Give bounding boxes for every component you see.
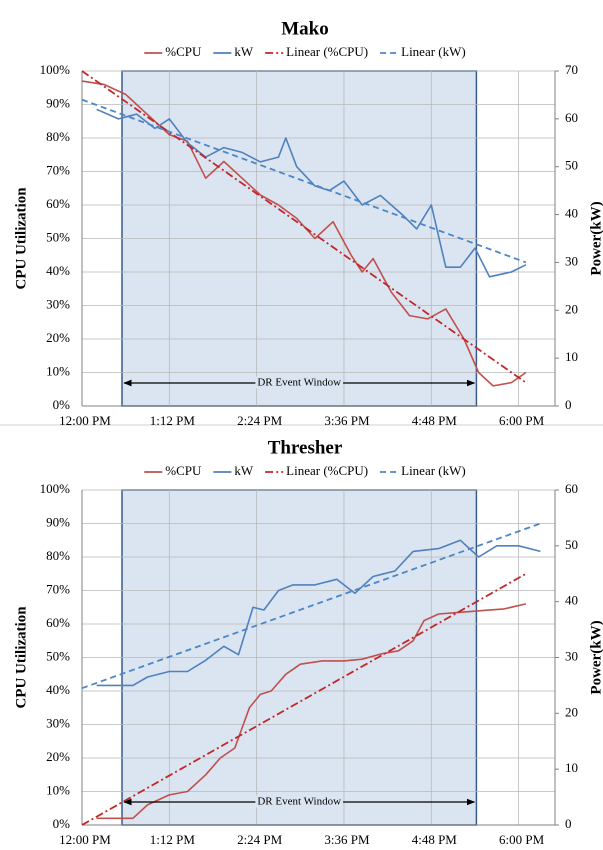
series-line bbox=[81, 70, 527, 384]
legend-label: Linear (%CPU) bbox=[286, 463, 368, 478]
y2-tick-label: 20 bbox=[565, 704, 578, 719]
y2-tick-label: 60 bbox=[565, 110, 578, 125]
x-tick-label: 2:24 PM bbox=[237, 413, 283, 428]
y2-tick-label: 10 bbox=[565, 349, 578, 364]
y-tick-label: 100% bbox=[40, 481, 71, 496]
series-line bbox=[81, 98, 527, 264]
y-tick-label: 0% bbox=[53, 816, 71, 831]
x-tick-label: 4:48 PM bbox=[412, 413, 458, 428]
event-window-label: DR Event Window bbox=[257, 377, 341, 389]
chart-title: Mako bbox=[281, 18, 329, 39]
y2-tick-label: 60 bbox=[565, 481, 578, 496]
x-tick-label: 1:12 PM bbox=[150, 832, 196, 847]
y-tick-label: 40% bbox=[46, 263, 70, 278]
x-tick-label: 4:48 PM bbox=[412, 832, 458, 847]
legend-label: Linear (kW) bbox=[401, 44, 466, 59]
legend-label: Linear (%CPU) bbox=[286, 44, 368, 59]
event-window-label-bg bbox=[255, 795, 344, 808]
y-tick-label: 90% bbox=[46, 95, 70, 110]
series-line bbox=[96, 603, 527, 820]
series-line bbox=[81, 522, 541, 690]
legend-label: kW bbox=[234, 44, 254, 59]
chart-title: Thresher bbox=[268, 437, 343, 458]
y-tick-label: 0% bbox=[53, 397, 71, 412]
y-tick-label: 10% bbox=[46, 363, 70, 378]
x-tick-label: 12:00 PM bbox=[59, 832, 111, 847]
x-tick-label: 3:36 PM bbox=[324, 413, 370, 428]
y-tick-label: 20% bbox=[46, 330, 70, 345]
y-tick-label: 10% bbox=[46, 782, 70, 797]
event-window-label-bg bbox=[255, 376, 344, 389]
x-tick-label: 6:00 PM bbox=[499, 832, 545, 847]
x-tick-label: 2:24 PM bbox=[237, 832, 283, 847]
y-tick-label: 20% bbox=[46, 749, 70, 764]
y-tick-label: 30% bbox=[46, 296, 70, 311]
y2-tick-label: 20 bbox=[565, 301, 578, 316]
legend-label: Linear (kW) bbox=[401, 463, 466, 478]
y-tick-label: 50% bbox=[46, 229, 70, 244]
y-tick-label: 100% bbox=[40, 62, 71, 77]
y-tick-label: 50% bbox=[46, 648, 70, 663]
y2-tick-label: 10 bbox=[565, 760, 578, 775]
y2-tick-label: 50 bbox=[565, 537, 578, 552]
y-tick-label: 80% bbox=[46, 129, 70, 144]
y2-tick-label: 0 bbox=[565, 397, 572, 412]
y-tick-label: 80% bbox=[46, 548, 70, 563]
event-window-label: DR Event Window bbox=[257, 796, 341, 808]
legend-label: %CPU bbox=[165, 44, 202, 59]
y2-axis-title: Power(kW) bbox=[588, 201, 603, 275]
y-tick-label: 70% bbox=[46, 581, 70, 596]
series-line bbox=[96, 108, 527, 278]
y-tick-label: 40% bbox=[46, 682, 70, 697]
y2-tick-label: 70 bbox=[565, 62, 578, 77]
y-tick-label: 70% bbox=[46, 162, 70, 177]
y2-axis-title: Power(kW) bbox=[588, 620, 603, 694]
series-line bbox=[81, 573, 527, 826]
chart-panel: Thresher0%10%20%30%40%50%60%70%80%90%100… bbox=[13, 437, 603, 847]
y-tick-label: 90% bbox=[46, 514, 70, 529]
x-tick-label: 6:00 PM bbox=[499, 413, 545, 428]
legend-label: kW bbox=[234, 463, 254, 478]
x-tick-label: 3:36 PM bbox=[324, 832, 370, 847]
y2-tick-label: 0 bbox=[565, 816, 572, 831]
y-axis-title: CPU Utilization bbox=[13, 187, 29, 290]
y2-tick-label: 30 bbox=[565, 253, 578, 268]
x-tick-label: 12:00 PM bbox=[59, 413, 111, 428]
y2-tick-label: 50 bbox=[565, 158, 578, 173]
legend: %CPU kW Linear (%CPU) Linear (kW) bbox=[144, 463, 466, 478]
legend-label: %CPU bbox=[165, 463, 202, 478]
y2-tick-label: 40 bbox=[565, 593, 578, 608]
chart-panel: Mako 0% 10% 20% 30% 40% 50% 60% 70% 80% 90% 100% 0 10… bbox=[13, 18, 603, 428]
x-tick-label: 1:12 PM bbox=[150, 413, 196, 428]
series-line bbox=[81, 80, 527, 387]
y2-tick-label: 30 bbox=[565, 648, 578, 663]
y-axis-title: CPU Utilization bbox=[13, 606, 29, 709]
legend: %CPU kW Linear (%CPU) Linear (kW) bbox=[144, 44, 466, 59]
y-tick-label: 60% bbox=[46, 196, 70, 211]
y2-tick-label: 40 bbox=[565, 206, 578, 221]
y-tick-label: 30% bbox=[46, 715, 70, 730]
series-line bbox=[96, 539, 541, 687]
y-tick-label: 60% bbox=[46, 615, 70, 630]
